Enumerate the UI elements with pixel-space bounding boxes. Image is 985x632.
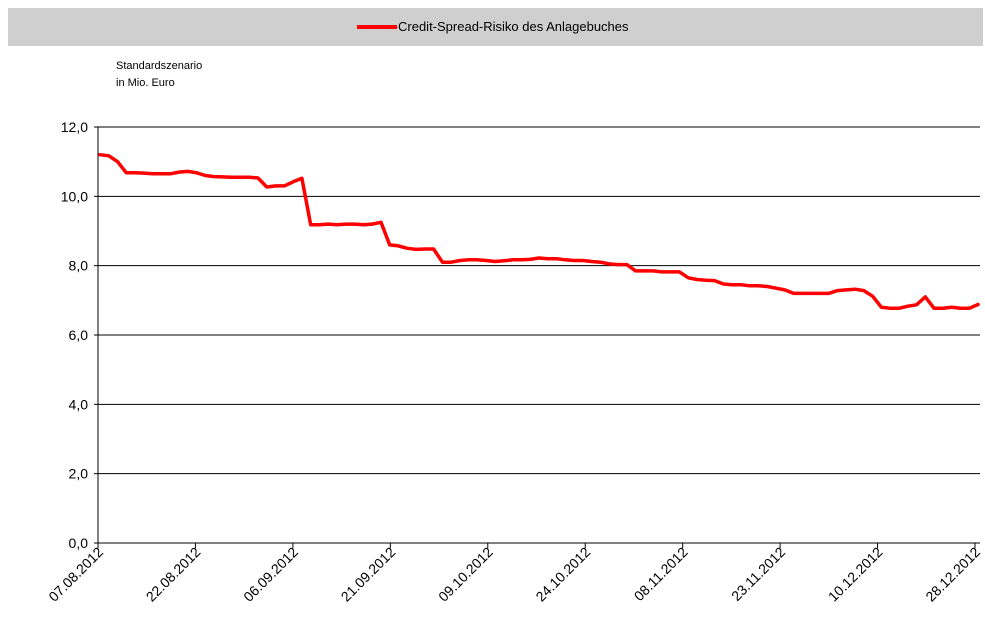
x-tick-label: 22.08.2012 <box>143 544 204 605</box>
y-tick-label: 0,0 <box>69 535 89 551</box>
legend-bar: Credit-Spread-Risiko des Anlagebuches <box>8 8 983 46</box>
x-tick-label: 21.09.2012 <box>338 544 399 605</box>
x-tick-label: 28.12.2012 <box>922 544 983 605</box>
x-tick-label: 24.10.2012 <box>532 544 593 605</box>
x-tick-label: 23.11.2012 <box>728 544 788 604</box>
y-axis-label-line-2: in Mio. Euro <box>116 77 175 89</box>
x-tick-label: 08.11.2012 <box>631 544 691 604</box>
y-tick-label: 6,0 <box>69 327 89 343</box>
y-tick-label: 8,0 <box>69 258 89 274</box>
y-tick-label: 10,0 <box>61 188 88 204</box>
y-axis-label-line-1: Standardszenario <box>116 60 203 72</box>
y-axis-label: Standardszenario in Mio. Euro <box>116 58 202 92</box>
legend-swatch <box>357 25 397 29</box>
x-tick-label: 06.09.2012 <box>240 544 301 605</box>
x-tick-label: 07.08.2012 <box>45 544 106 605</box>
legend-label: Credit-Spread-Risiko des Anlagebuches <box>398 19 629 34</box>
series-line <box>98 152 980 311</box>
y-tick-label: 2,0 <box>69 466 89 482</box>
x-tick-label: 10.12.2012 <box>825 544 886 605</box>
y-tick-label: 12,0 <box>61 119 88 135</box>
x-tick-label: 09.10.2012 <box>435 544 496 605</box>
y-tick-label: 4,0 <box>69 396 89 412</box>
